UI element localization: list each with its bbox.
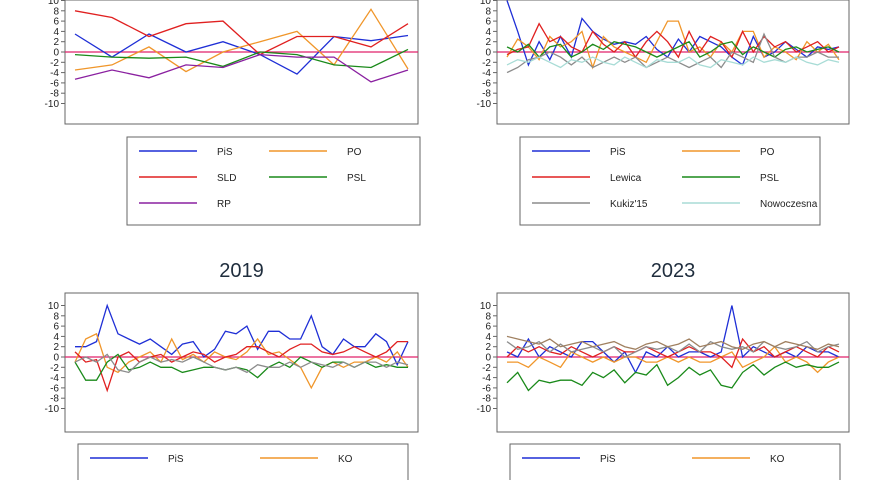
legend-label: PiS bbox=[610, 147, 626, 158]
series-line-nowoczesna bbox=[506, 56, 840, 69]
y-tick-label: 4 bbox=[485, 27, 491, 38]
legend-label: PO bbox=[760, 147, 775, 158]
legend: PiS PO Lewica PSL Kukiz'15 Nowoczesna bbox=[519, 136, 821, 226]
series-line-sld bbox=[74, 340, 408, 393]
series-line-psl bbox=[506, 361, 840, 392]
series-line-lewica bbox=[506, 337, 840, 369]
series-line-rp bbox=[74, 53, 409, 83]
y-tick-label: 6 bbox=[53, 322, 59, 333]
y-tick-label: 8 bbox=[53, 311, 59, 322]
series-line-ko bbox=[507, 345, 840, 374]
y-tick-label: 8 bbox=[485, 311, 491, 322]
legend-box bbox=[126, 136, 421, 226]
series-line-konfederacja bbox=[74, 353, 409, 374]
y-tick-label: -4 bbox=[482, 373, 491, 384]
series-line-pis bbox=[74, 33, 409, 75]
legend-label: Kukiz'15 bbox=[610, 199, 648, 210]
y-tick-label: -10 bbox=[45, 99, 60, 110]
legend: PiS PO SLD PSL RP bbox=[126, 136, 421, 226]
y-tick-label: 0 bbox=[53, 353, 59, 364]
legend-box bbox=[509, 443, 841, 480]
y-tick-label: -6 bbox=[482, 78, 491, 89]
series-line-ko bbox=[74, 332, 409, 390]
legend-label: SLD bbox=[217, 173, 236, 184]
y-tick-label: 10 bbox=[48, 0, 60, 7]
y-tick-label: -4 bbox=[482, 68, 491, 79]
y-tick-label: -10 bbox=[477, 404, 492, 415]
y-tick-label: -8 bbox=[482, 394, 491, 405]
y-tick-label: -6 bbox=[50, 383, 59, 394]
y-tick-label: -2 bbox=[482, 363, 491, 374]
y-tick-label: 0 bbox=[485, 353, 491, 364]
y-tick-label: -8 bbox=[482, 89, 491, 100]
y-tick-label: -6 bbox=[50, 78, 59, 89]
panel-title: 2019 bbox=[219, 260, 264, 282]
series-line-psl bbox=[74, 48, 409, 69]
y-tick-label: -2 bbox=[50, 363, 59, 374]
y-tick-label: 2 bbox=[485, 342, 491, 353]
legend-label: PiS bbox=[217, 147, 233, 158]
y-tick-label: 2 bbox=[53, 37, 59, 48]
y-tick-label: 6 bbox=[485, 322, 491, 333]
y-tick-label: -8 bbox=[50, 89, 59, 100]
legend-label: PSL bbox=[760, 173, 779, 184]
series-line-sld bbox=[74, 10, 409, 56]
y-tick-label: 10 bbox=[480, 0, 492, 7]
series-line-psl bbox=[506, 40, 840, 59]
legend: PiS KO bbox=[509, 443, 841, 480]
y-tick-label: 4 bbox=[53, 332, 59, 343]
series-line-pis bbox=[75, 303, 409, 367]
y-tick-label: -10 bbox=[45, 404, 60, 415]
y-tick-label: 0 bbox=[53, 48, 59, 59]
y-tick-label: -2 bbox=[50, 58, 59, 69]
legend-label: PO bbox=[347, 147, 362, 158]
y-tick-label: 4 bbox=[485, 332, 491, 343]
legend-box bbox=[77, 443, 409, 480]
plot-frame bbox=[64, 292, 419, 433]
legend-label: Lewica bbox=[610, 173, 642, 184]
y-tick-label: 6 bbox=[53, 17, 59, 28]
y-tick-label: 6 bbox=[485, 17, 491, 28]
y-tick-label: -10 bbox=[477, 99, 492, 110]
y-tick-label: 0 bbox=[485, 48, 491, 59]
legend-label: RP bbox=[217, 199, 231, 210]
y-tick-label: 10 bbox=[480, 301, 492, 312]
legend-label: KO bbox=[338, 454, 353, 465]
legend-label: PiS bbox=[600, 454, 616, 465]
series-line-psl bbox=[74, 353, 408, 381]
y-tick-label: -4 bbox=[50, 68, 59, 79]
legend-label: PiS bbox=[168, 454, 184, 465]
series-line-trzecia-droga bbox=[506, 335, 840, 350]
y-tick-label: -8 bbox=[50, 394, 59, 405]
y-tick-label: 4 bbox=[53, 27, 59, 38]
y-tick-label: 2 bbox=[485, 37, 491, 48]
legend-label: KO bbox=[770, 454, 785, 465]
series-line-konfederacja bbox=[506, 340, 840, 358]
legend: PiS KO bbox=[77, 443, 409, 480]
y-tick-label: 8 bbox=[485, 6, 491, 17]
legend-label: Nowoczesna bbox=[760, 199, 818, 210]
y-tick-label: 8 bbox=[53, 6, 59, 17]
y-tick-label: -2 bbox=[482, 58, 491, 69]
series-line-kukiz-15 bbox=[506, 32, 839, 74]
y-tick-label: 2 bbox=[53, 342, 59, 353]
y-tick-label: -6 bbox=[482, 383, 491, 394]
series-line-po bbox=[74, 8, 409, 73]
series-line-pis bbox=[506, 305, 840, 374]
y-tick-label: 10 bbox=[48, 301, 60, 312]
legend-label: PSL bbox=[347, 173, 366, 184]
panel-title: 2023 bbox=[651, 260, 696, 282]
series-line-pis bbox=[506, 0, 840, 67]
plot-frame bbox=[496, 292, 850, 433]
y-tick-label: -4 bbox=[50, 373, 59, 384]
